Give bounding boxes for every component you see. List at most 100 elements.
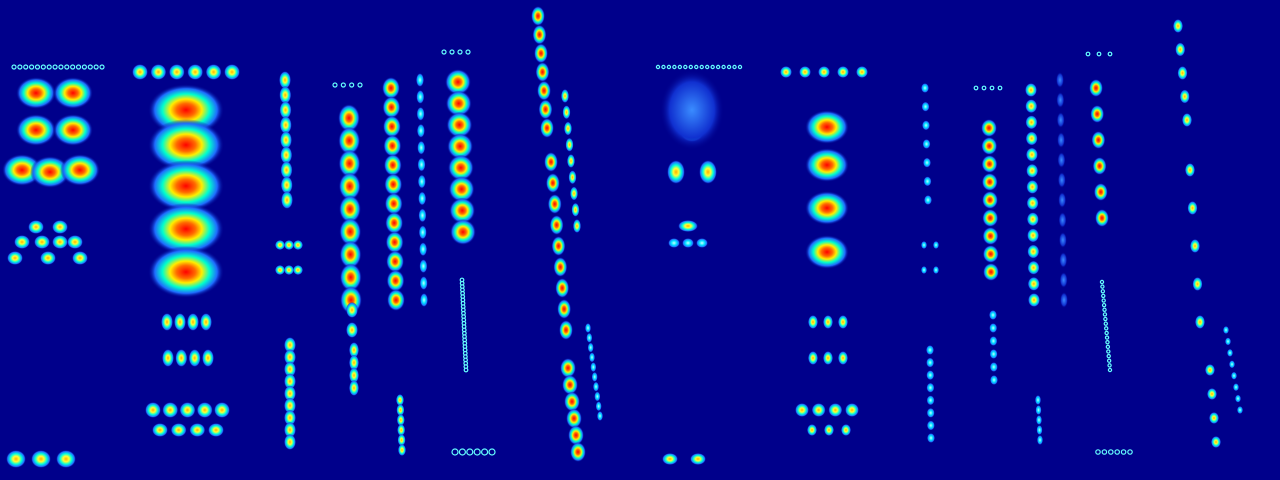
heat-blob xyxy=(1056,72,1064,88)
heat-blob xyxy=(1190,239,1200,253)
heat-blob xyxy=(690,453,706,465)
heat-blob xyxy=(566,408,582,428)
heat-blob xyxy=(161,313,173,331)
heat-blob xyxy=(927,395,935,405)
heat-blob xyxy=(275,265,285,275)
heat-point xyxy=(1102,299,1105,302)
heat-blob xyxy=(1026,180,1038,194)
heat-blob xyxy=(933,241,939,249)
heat-blob xyxy=(567,154,575,168)
heat-blob xyxy=(586,333,592,343)
heat-point xyxy=(673,65,676,68)
heat-point xyxy=(982,86,986,90)
heat-blob xyxy=(795,403,809,417)
heat-point xyxy=(452,449,458,455)
heat-blob xyxy=(982,173,998,191)
heat-blob xyxy=(990,349,998,359)
heat-blob xyxy=(780,66,792,78)
heat-point xyxy=(333,83,337,87)
heat-point xyxy=(1101,285,1104,288)
heat-blob xyxy=(416,90,424,104)
heat-blob xyxy=(662,453,678,465)
heat-blob xyxy=(1182,113,1192,127)
heat-point xyxy=(1086,52,1090,56)
heat-blob xyxy=(418,175,426,189)
heat-blob xyxy=(1060,292,1068,308)
heat-blob xyxy=(72,251,88,265)
heat-blob xyxy=(921,83,929,93)
heat-point xyxy=(678,65,681,68)
heat-blob xyxy=(923,139,931,149)
heat-blob xyxy=(667,160,685,184)
heat-blob xyxy=(570,187,578,201)
heat-blob xyxy=(837,66,849,78)
heat-blob xyxy=(53,114,93,146)
heat-point xyxy=(1109,450,1113,454)
heat-point xyxy=(53,65,57,69)
heat-blob xyxy=(568,425,584,445)
heat-point xyxy=(77,65,81,69)
heat-blob xyxy=(564,392,580,412)
heat-point xyxy=(100,65,104,69)
heat-blob xyxy=(564,122,572,136)
heat-blob xyxy=(1057,132,1065,148)
heat-blob xyxy=(416,73,424,87)
heat-blob xyxy=(1091,131,1105,149)
heat-point xyxy=(71,65,75,69)
heat-point xyxy=(1104,322,1107,325)
heat-blob xyxy=(553,257,567,277)
heat-point xyxy=(350,83,354,87)
heat-blob xyxy=(346,302,358,318)
heat-blob xyxy=(924,195,932,205)
heat-blob xyxy=(418,191,426,205)
heat-blob xyxy=(174,313,186,331)
heat-blob xyxy=(592,372,598,382)
heat-blob xyxy=(284,434,296,450)
heat-blob xyxy=(823,351,833,365)
heat-blob xyxy=(1025,83,1037,97)
heat-point xyxy=(466,50,470,54)
heat-blob xyxy=(563,105,571,119)
heat-point xyxy=(18,65,22,69)
heat-blob xyxy=(1093,157,1107,175)
heat-point xyxy=(459,449,465,455)
heat-blob xyxy=(536,62,550,82)
heat-point xyxy=(1108,364,1111,367)
heat-blob xyxy=(383,135,401,157)
heat-blob xyxy=(926,370,934,380)
heat-blob xyxy=(838,351,848,365)
heat-blob xyxy=(531,6,545,26)
heat-blob xyxy=(1057,152,1065,168)
heat-blob xyxy=(983,263,999,281)
heat-blob xyxy=(53,77,93,109)
heat-blob xyxy=(1195,315,1205,329)
heat-point xyxy=(1108,359,1111,362)
heat-blob xyxy=(1037,425,1043,435)
heat-blob xyxy=(1185,163,1195,177)
heat-blob xyxy=(550,215,564,235)
left-heatmap-canvas xyxy=(0,0,640,480)
heat-blob xyxy=(989,336,997,346)
heat-blob xyxy=(1175,43,1185,57)
heat-point xyxy=(1106,345,1109,348)
heat-blob xyxy=(175,349,187,367)
heat-point xyxy=(474,449,480,455)
heat-blob xyxy=(838,315,848,329)
heat-blob xyxy=(1237,406,1243,414)
heat-point xyxy=(990,86,994,90)
heat-point xyxy=(1101,290,1104,293)
heat-blob xyxy=(1027,228,1039,242)
heat-point xyxy=(717,65,720,68)
heat-blob xyxy=(933,266,939,274)
heat-blob xyxy=(1095,209,1109,227)
heat-blob xyxy=(1028,277,1040,291)
heat-point xyxy=(1103,304,1106,307)
heat-blob xyxy=(559,320,573,340)
heat-point xyxy=(722,65,725,68)
heat-blob xyxy=(1025,115,1037,129)
heat-blob xyxy=(150,64,166,80)
heat-blob xyxy=(921,241,927,249)
heat-point xyxy=(59,65,63,69)
heat-point xyxy=(489,449,495,455)
